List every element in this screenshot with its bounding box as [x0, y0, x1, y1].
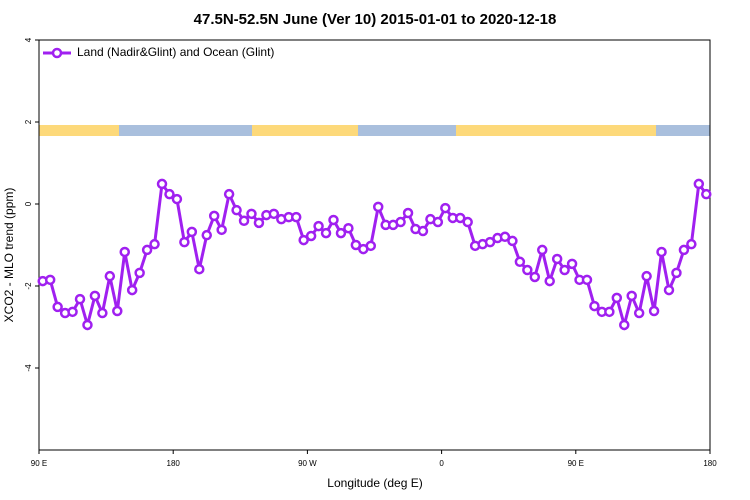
data-point	[544, 275, 555, 287]
data-point	[417, 225, 429, 237]
data-point	[52, 301, 63, 313]
x-tick-label: 180	[167, 459, 181, 468]
y-tick-label: 2	[24, 119, 33, 124]
data-point	[89, 290, 101, 302]
data-point	[305, 230, 317, 242]
data-point	[678, 244, 690, 256]
data-point	[633, 307, 645, 319]
legend-marker	[51, 47, 63, 59]
data-point	[693, 178, 705, 190]
y-tick-label: -4	[24, 364, 33, 372]
plot-frame	[38, 39, 711, 451]
data-point	[350, 239, 362, 251]
data-point	[201, 229, 212, 241]
data-point	[671, 267, 682, 279]
data-point	[499, 231, 511, 243]
data-point	[164, 188, 175, 200]
data-point	[328, 214, 339, 226]
data-point	[626, 290, 637, 302]
data-point	[253, 217, 265, 229]
data-point	[149, 238, 160, 250]
data-point	[663, 284, 675, 296]
data-point	[268, 208, 280, 220]
data-point	[194, 263, 205, 275]
x-tick-label: 0	[439, 459, 444, 468]
data-point	[119, 246, 130, 258]
data-point	[656, 246, 667, 258]
data-point	[559, 264, 570, 276]
data-point	[290, 211, 302, 223]
data-point	[246, 208, 257, 220]
data-point	[395, 216, 406, 228]
data-point	[82, 319, 93, 331]
data-point	[44, 274, 56, 286]
x-tick-label: 90 E	[31, 459, 47, 468]
data-point	[156, 178, 168, 190]
data-point	[104, 270, 116, 282]
land-ocean-band	[39, 125, 710, 136]
x-tick-label: 90 E	[568, 459, 584, 468]
x-tick-label: 180	[703, 459, 717, 468]
y-axis-label: XCO2 - MLO trend (ppm)	[2, 188, 16, 323]
x-axis-label: Longitude (deg E)	[327, 476, 422, 490]
data-point	[126, 284, 138, 296]
data-point	[231, 204, 242, 216]
x-tick-label: 90 W	[298, 459, 317, 468]
data-point	[335, 227, 347, 239]
data-point	[365, 240, 377, 252]
data-point	[134, 267, 145, 279]
data-point	[514, 256, 526, 268]
data-point	[454, 212, 466, 224]
data-point	[537, 244, 548, 256]
data-point	[208, 210, 220, 222]
data-point	[619, 319, 630, 331]
data-point	[507, 235, 518, 247]
data-point	[171, 193, 183, 205]
data-point	[298, 234, 309, 246]
data-point	[186, 226, 198, 238]
data-point	[97, 307, 108, 319]
data-point	[611, 292, 623, 304]
data-point	[484, 236, 496, 248]
data-point	[462, 216, 473, 228]
y-tick-label: -2	[24, 282, 33, 290]
data-point	[320, 227, 332, 239]
data-point	[313, 220, 324, 232]
data-point	[141, 244, 153, 256]
data-point	[74, 293, 86, 305]
data-point	[216, 224, 227, 236]
data-point	[67, 306, 78, 318]
data-point	[238, 215, 250, 227]
data-point	[529, 271, 541, 283]
data-point	[432, 216, 444, 228]
data-point	[581, 274, 593, 286]
data-point	[112, 305, 123, 317]
data-point	[589, 300, 600, 312]
y-tick-label: 0	[24, 201, 33, 206]
data-point	[648, 305, 660, 317]
data-point	[179, 236, 190, 248]
data-point	[641, 270, 652, 282]
data-point	[686, 238, 697, 250]
data-point	[223, 188, 235, 200]
data-point	[372, 201, 384, 213]
data-point	[701, 188, 712, 200]
y-tick-label: 4	[24, 37, 33, 42]
data-point	[402, 207, 414, 219]
chart-title: 47.5N-52.5N June (Ver 10) 2015-01-01 to …	[194, 11, 557, 28]
data-point	[566, 258, 578, 270]
data-point	[604, 306, 615, 318]
data-point	[440, 202, 451, 214]
legend-label: Land (Nadir&Glint) and Ocean (Glint)	[77, 45, 274, 59]
data-point	[522, 264, 533, 276]
data-point	[343, 222, 354, 234]
data-point	[551, 253, 563, 265]
